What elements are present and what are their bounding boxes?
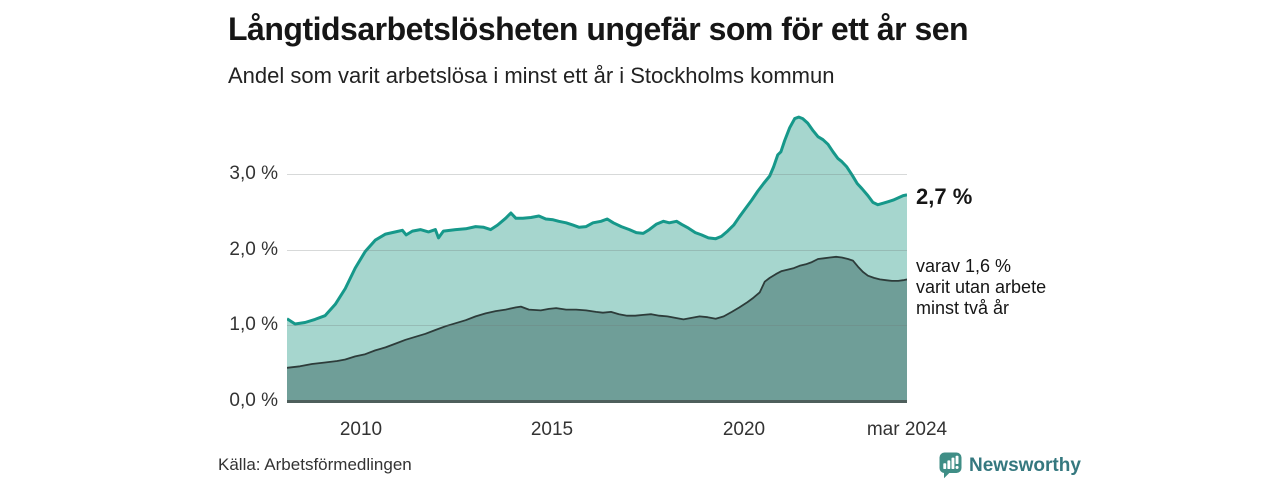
annotation-total-value: 2,7 % [916,184,973,209]
annotation-two-year-line1: varav 1,6 % [916,256,1012,276]
y-tick-label: 3,0 % [229,163,278,184]
area-chart-svg [287,115,907,401]
chart-subtitle: Andel som varit arbetslösa i minst ett å… [228,63,835,88]
gridline [287,250,907,251]
gridline [287,325,907,326]
gridline [287,174,907,175]
y-tick-label: 0,0 % [229,390,278,411]
x-tick-label: 2015 [530,419,574,440]
line-series-total [287,115,907,326]
x-tick-label: 2020 [722,419,766,440]
y-tick-label: 1,0 % [229,314,278,335]
x-axis-baseline [287,400,907,403]
annotation-two-year: varav 1,6 % varit utan arbete minst två … [916,256,1046,319]
x-tick-label: 2010 [339,419,383,440]
annotation-two-year-line2: varit utan arbete [916,277,1047,297]
y-tick-label: 2,0 % [229,239,278,260]
area-series-two-year [287,256,907,401]
newsworthy-chart-bubble-icon [939,452,962,479]
brand-logo: Newsworthy [939,452,1081,479]
source-note: Källa: Arbetsförmedlingen [218,455,412,474]
chart-title: Långtidsarbetslösheten ungefär som för e… [228,11,969,47]
line-series-two-year [287,255,907,369]
annotation-two-year-line3: minst två år [916,298,1010,318]
x-tick-label: mar 2024 [866,419,948,440]
brand-wordmark: Newsworthy [969,454,1081,476]
